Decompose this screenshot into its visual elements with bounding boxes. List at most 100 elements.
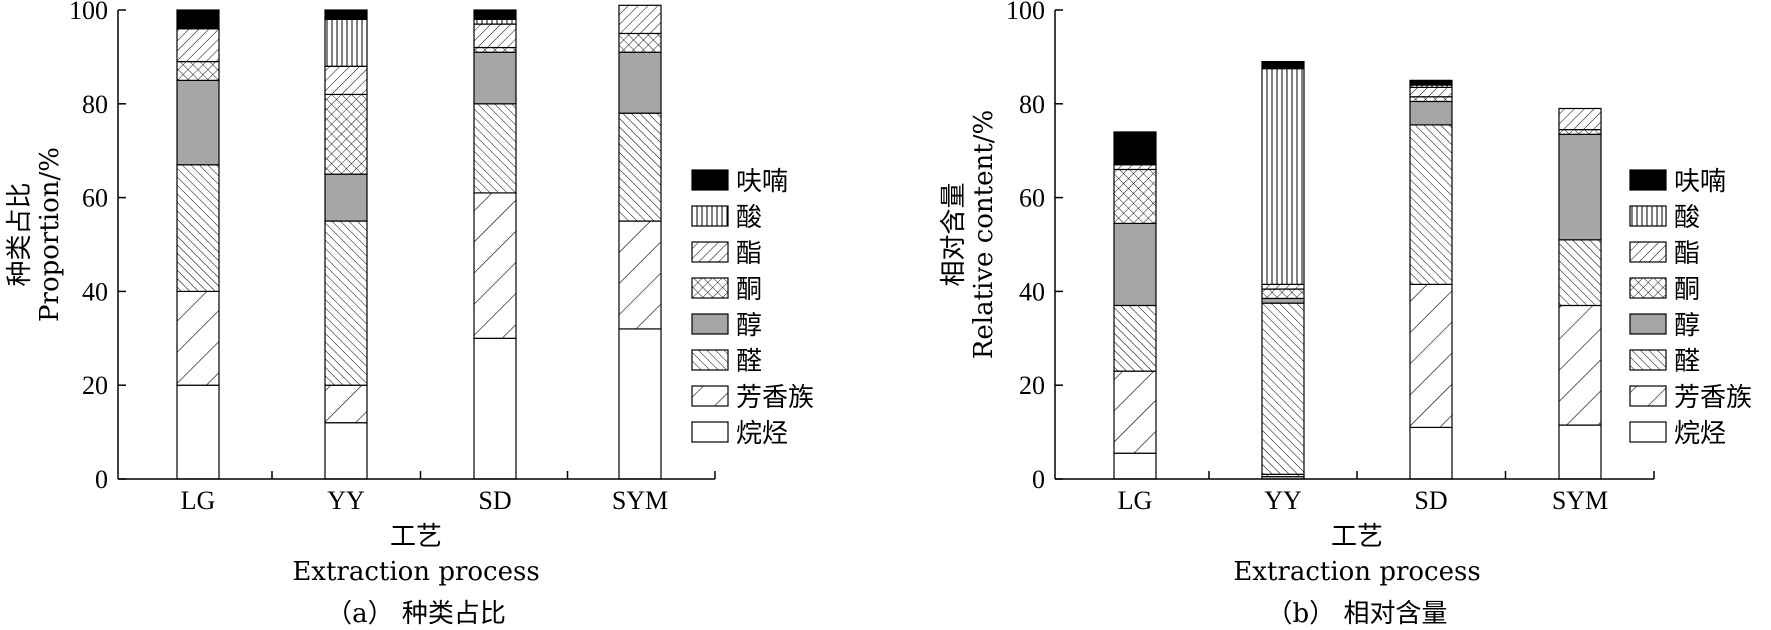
legend-label: 醛	[736, 347, 762, 377]
bar-segment-lg-7	[176, 9, 220, 30]
bar-segment-yy-1	[324, 384, 368, 424]
legend-label: 烷烃	[1674, 419, 1726, 449]
bar-segment-lg-0	[176, 384, 220, 480]
legend-swatch-wide-forward-hatch	[1629, 385, 1667, 407]
legend-label: 酯	[1674, 239, 1700, 269]
legend-swatch-blank	[691, 421, 729, 443]
bar-segment-sd-0	[1409, 426, 1453, 480]
legend-label: 呋喃	[736, 167, 788, 197]
y-tick-label: 0	[95, 465, 108, 494]
y-tick-label: 20	[1019, 371, 1045, 400]
x-axis-label-cn: 工艺	[390, 522, 442, 552]
bar-segment-yy-7	[1261, 60, 1305, 70]
legend-label: 烷烃	[736, 419, 788, 449]
bar-segment-yy-0	[324, 422, 368, 480]
bar-segment-sd-3	[473, 51, 517, 105]
legend-swatch-vertical-lines	[691, 205, 729, 227]
bar-segment-sd-6	[473, 18, 517, 25]
bar-segment-lg-0	[1113, 452, 1157, 480]
bar-segment-lg-2	[176, 164, 220, 293]
bar-segment-sd-4	[473, 46, 517, 53]
bar-segment-lg-1	[176, 290, 220, 386]
chart-panel-1: 0 20 40 60 80 100 LG YY SD SYM 工艺 Extraction proces…	[939, 0, 1752, 629]
legend-swatch-forward-hatch	[1629, 241, 1667, 263]
legend-label: 芳香族	[1674, 383, 1752, 413]
legend-swatch-vertical-lines	[1629, 205, 1667, 227]
legend-swatch-cross-hatch	[1629, 277, 1667, 299]
bar-segment-sym-5	[1558, 107, 1602, 131]
bar-segment-yy-5	[1261, 283, 1305, 290]
legend-swatch-grey	[1629, 313, 1667, 335]
bar-segment-yy-2	[324, 220, 368, 386]
bar-segment-sym-1	[1558, 304, 1602, 426]
legend-label: 酸	[1674, 203, 1700, 233]
legend-label: 呋喃	[1674, 167, 1726, 197]
y-tick-label: 40	[1019, 277, 1045, 306]
x-axis-label-en: Extraction process	[292, 557, 539, 587]
bar-segment-yy-5	[324, 65, 368, 96]
legend-swatch-dense-back-hatch	[1629, 349, 1667, 371]
bar-segment-sd-7	[473, 9, 517, 20]
bar-segment-sym-2	[1558, 239, 1602, 307]
legend-label: 醇	[736, 311, 762, 341]
y-tick-label: 0	[1032, 465, 1045, 494]
bar-segment-sym-0	[618, 328, 662, 480]
x-tick-label-sym: SYM	[612, 486, 668, 515]
bar-segment-sd-5	[473, 23, 517, 49]
legend-label: 醛	[1674, 347, 1700, 377]
x-axis-label-cn: 工艺	[1331, 522, 1383, 552]
y-axis-label-en: Proportion/%	[35, 147, 65, 322]
legend-label: 芳香族	[736, 383, 814, 413]
y-tick-label: 80	[1019, 90, 1045, 119]
y-tick-label: 60	[1019, 184, 1045, 213]
bar-segment-sd-1	[473, 192, 517, 339]
y-tick-label: 80	[82, 90, 108, 119]
bar-segment-lg-5	[176, 28, 220, 63]
x-tick-label-yy: YY	[1264, 486, 1302, 515]
bar-segment-yy-2	[1261, 302, 1305, 475]
bar-segment-sd-2	[473, 103, 517, 194]
bar-segment-lg-4	[176, 60, 220, 81]
y-tick-label: 100	[1006, 0, 1045, 25]
y-axis-label-cn: 相对含量	[939, 182, 969, 286]
bar-segment-sym-4	[1558, 128, 1602, 135]
bar-segment-lg-7	[1113, 131, 1157, 166]
bar-segment-yy-7	[324, 9, 368, 20]
legend-swatch-blank	[1629, 421, 1667, 443]
bar-segment-sym-0	[1558, 424, 1602, 480]
bar-segment-yy-6	[324, 18, 368, 67]
y-axis-label-en: Relative content/%	[969, 110, 999, 359]
legend-swatch-wide-forward-hatch	[691, 385, 729, 407]
bar-segment-lg-3	[176, 79, 220, 166]
bar-segment-sd-2	[1409, 124, 1453, 285]
bar-segment-yy-4	[324, 93, 368, 175]
bar-segment-lg-1	[1113, 370, 1157, 454]
bar-segment-sym-5	[618, 4, 662, 35]
y-tick-label: 20	[82, 371, 108, 400]
bar-segment-sd-7	[1409, 79, 1453, 86]
bar-segment-sym-3	[1558, 133, 1602, 241]
bar-segment-sd-0	[473, 337, 517, 480]
x-tick-label-yy: YY	[327, 486, 365, 515]
y-axis-label-cn: 种类占比	[5, 182, 35, 286]
bar-segment-yy-3	[1261, 297, 1305, 304]
bar-segment-sd-3	[1409, 100, 1453, 126]
panel-caption: （a） 种类占比	[326, 599, 506, 629]
bar-segment-yy-6	[1261, 68, 1305, 285]
y-tick-label: 40	[82, 277, 108, 306]
bar-segment-sym-1	[618, 220, 662, 330]
bar-segment-sym-2	[618, 112, 662, 222]
legend-swatch-black	[1629, 169, 1667, 191]
bar-segment-sym-3	[618, 51, 662, 114]
legend-swatch-forward-hatch	[691, 241, 729, 263]
legend-label: 酯	[736, 239, 762, 269]
x-tick-label-lg: LG	[181, 486, 216, 515]
x-tick-label-sym: SYM	[1552, 486, 1608, 515]
legend-label: 酮	[736, 275, 762, 305]
x-tick-label-sd: SD	[1414, 486, 1447, 515]
bar-segment-lg-4	[1113, 168, 1157, 224]
bar-segment-yy-3	[324, 173, 368, 222]
bar-segment-sd-5	[1409, 86, 1453, 98]
